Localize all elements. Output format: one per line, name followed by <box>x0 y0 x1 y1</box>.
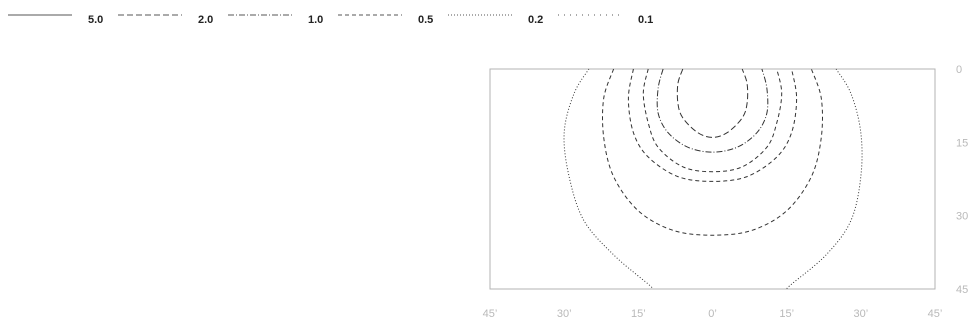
legend-label-3: 0.5 <box>418 14 433 26</box>
legend-label-5: 0.1 <box>638 14 653 26</box>
x-tick-label-4: 15’ <box>779 308 794 320</box>
contour-line-0-5-4 <box>602 68 823 236</box>
legend-label-4: 0.2 <box>528 14 543 26</box>
x-tick-label-0: 45’ <box>483 308 498 320</box>
legend: 5.0 2.0 1.0 0.5 0.2 0.1 <box>8 14 653 26</box>
contour-line-0-5-3 <box>627 68 798 182</box>
x-tick-label-5: 30’ <box>853 308 868 320</box>
y-tick-label-3: 45 <box>956 284 968 296</box>
x-tick-label-6: 45’ <box>928 308 943 320</box>
x-tick-label-1: 30’ <box>557 308 572 320</box>
y-tick-label-0: 0 <box>956 64 962 76</box>
y-tick-label-1: 15 <box>956 137 968 149</box>
legend-label-1: 2.0 <box>198 14 213 26</box>
y-axis-ticks: 0 15 30 45 <box>956 64 968 296</box>
contour-line-2-0-0 <box>676 68 749 138</box>
plot-frame <box>489 68 936 290</box>
x-tick-label-3: 0’ <box>708 308 717 320</box>
contour-line-0-2-6 <box>786 68 863 290</box>
x-axis-ticks: 45’ 30’ 15’ 0’ 15’ 30’ 45’ <box>483 308 943 320</box>
x-tick-label-2: 15’ <box>631 308 646 320</box>
contour-lines <box>563 68 863 290</box>
y-tick-label-2: 30 <box>956 211 968 223</box>
contour-line-0-5-2 <box>642 68 783 173</box>
contour-line-0-2-5 <box>563 68 654 290</box>
contour-line-1-0-1 <box>656 68 769 153</box>
legend-label-0: 5.0 <box>88 14 103 26</box>
legend-label-2: 1.0 <box>308 14 323 26</box>
